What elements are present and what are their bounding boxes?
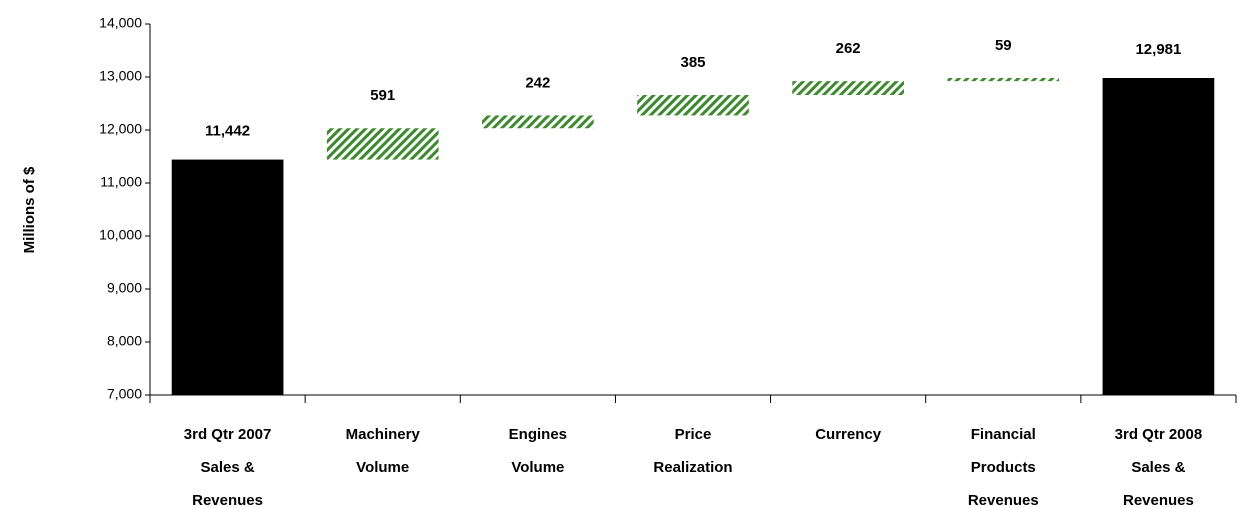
x-tick-label: Products	[971, 459, 1036, 476]
x-tick-label: Revenues	[968, 492, 1039, 508]
y-tick-label: 13,000	[99, 68, 142, 84]
x-tick-label: Sales &	[200, 459, 254, 476]
x-tick-label: Price	[675, 426, 712, 443]
x-tick-label: Engines	[509, 426, 567, 443]
bar	[637, 95, 749, 116]
data-label: 591	[370, 87, 395, 104]
bar	[1102, 78, 1215, 395]
data-label: 59	[995, 37, 1012, 54]
x-tick-label: Volume	[511, 459, 564, 476]
y-axis-title: Millions of $	[21, 166, 38, 253]
y-tick-label: 14,000	[99, 15, 142, 31]
x-tick-label: Realization	[653, 459, 732, 476]
y-tick-label: 12,000	[99, 121, 142, 137]
x-tick-label: Revenues	[1123, 492, 1194, 508]
x-tick-label: Revenues	[192, 492, 263, 508]
x-tick-label: Financial	[971, 426, 1036, 443]
bar	[326, 128, 439, 160]
x-tick-label: Volume	[356, 459, 409, 476]
x-tick-label: Currency	[815, 426, 882, 443]
y-tick-label: 9,000	[107, 280, 142, 296]
y-tick-label: 11,000	[100, 174, 142, 190]
x-tick-label: Sales &	[1131, 459, 1185, 476]
bar	[171, 159, 284, 395]
bar	[482, 115, 594, 129]
bar	[792, 81, 904, 96]
y-tick-label: 8,000	[107, 333, 142, 349]
data-label: 12,981	[1135, 41, 1181, 58]
data-label: 242	[525, 74, 550, 91]
y-tick-label: 10,000	[99, 227, 142, 243]
x-tick-label: 3rd Qtr 2007	[184, 426, 272, 443]
x-tick-label: 3rd Qtr 2008	[1115, 426, 1203, 443]
bar	[947, 78, 1060, 82]
data-label: 262	[836, 40, 861, 57]
data-label: 385	[680, 54, 705, 71]
x-tick-label: Machinery	[346, 426, 421, 443]
data-label: 11,442	[205, 123, 250, 140]
y-tick-label: 7,000	[107, 386, 142, 402]
